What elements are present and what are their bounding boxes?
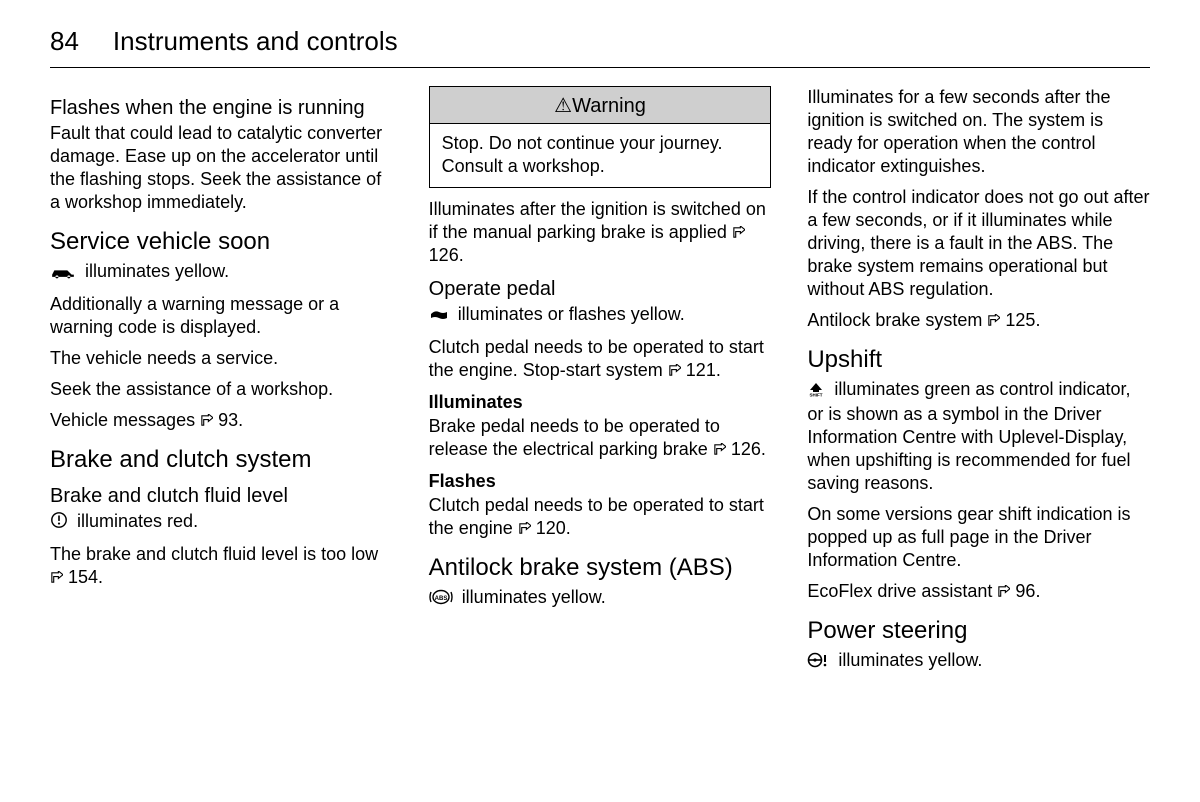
para-brake-icon: illuminates red. — [50, 510, 393, 535]
para-flashes-engine: Fault that could lead to catalytic conve… — [50, 122, 393, 214]
warning-body: Stop. Do not continue your journey. Cons… — [430, 124, 771, 187]
column-1: Flashes when the engine is running Fault… — [50, 86, 393, 682]
text: Vehicle messages — [50, 410, 200, 430]
para-abs-3: Antilock brake system 125. — [807, 309, 1150, 332]
text: illuminates yellow. — [85, 261, 229, 281]
warning-title: Warning — [572, 95, 646, 117]
xref-arrow-icon — [713, 439, 726, 462]
heading-illuminates: Illuminates — [429, 392, 772, 413]
text: illuminates red. — [77, 511, 198, 531]
xref-arrow-icon — [518, 518, 531, 541]
para-upshift-2: EcoFlex drive assistant 96. — [807, 580, 1150, 603]
page-number: 84 — [50, 26, 79, 57]
heading-flashes: Flashes — [429, 471, 772, 492]
column-2: ⚠Warning Stop. Do not continue your jour… — [429, 86, 772, 682]
para-after-warning: Illuminates after the ignition is switch… — [429, 198, 772, 267]
para-illuminates: Brake pedal needs to be operated to rele… — [429, 415, 772, 461]
heading-brake-fluid: Brake and clutch fluid level — [50, 484, 393, 508]
steering-icon — [807, 651, 829, 674]
text: 121. — [681, 360, 721, 380]
para-service-4: Vehicle messages 93. — [50, 409, 393, 432]
para-flashes: Clutch pedal needs to be operated to sta… — [429, 494, 772, 540]
content-columns: Flashes when the engine is running Fault… — [50, 86, 1150, 682]
warning-triangle-icon: ⚠ — [554, 95, 572, 117]
heading-service-vehicle: Service vehicle soon — [50, 228, 393, 256]
para-service-1: Additionally a warning message or a warn… — [50, 293, 393, 339]
para-abs-icon: illuminates yellow. — [429, 586, 772, 611]
xref-arrow-icon — [997, 581, 1010, 604]
xref-arrow-icon — [200, 410, 213, 433]
brake-fluid-icon — [50, 511, 68, 535]
text: 126. — [429, 245, 464, 265]
para-service-3: Seek the assistance of a workshop. — [50, 378, 393, 401]
heading-power-steering: Power steering — [807, 617, 1150, 645]
heading-operate-pedal: Operate pedal — [429, 277, 772, 301]
chapter-title: Instruments and controls — [113, 26, 398, 57]
para-power-icon: illuminates yellow. — [807, 649, 1150, 674]
text: illuminates yellow. — [838, 650, 982, 670]
text: 120. — [531, 518, 571, 538]
page-header: 84 Instruments and controls — [50, 26, 1150, 68]
heading-upshift: Upshift — [807, 346, 1150, 374]
xref-arrow-icon — [987, 310, 1000, 333]
text: Clutch pedal needs to be operated to sta… — [429, 495, 764, 538]
para-brake-1: The brake and clutch fluid level is too … — [50, 543, 393, 589]
para-service-icon: illuminates yellow. — [50, 260, 393, 285]
text: illuminates green as control indicator, … — [807, 379, 1130, 493]
text: Brake pedal needs to be operated to rele… — [429, 416, 720, 459]
warning-box: ⚠Warning Stop. Do not continue your jour… — [429, 86, 772, 188]
para-abs-1: Illuminates for a few seconds after the … — [807, 86, 1150, 178]
pedal-icon — [429, 305, 449, 328]
para-upshift-icon: illuminates green as control indicator, … — [807, 378, 1150, 495]
text: 154. — [63, 567, 103, 587]
para-operate-icon: illuminates or flashes yellow. — [429, 303, 772, 328]
heading-flashes-engine: Flashes when the engine is running — [50, 96, 393, 120]
xref-arrow-icon — [668, 360, 681, 383]
text: 93. — [213, 410, 243, 430]
xref-arrow-icon — [50, 567, 63, 590]
text: 125. — [1000, 310, 1040, 330]
column-3: Illuminates for a few seconds after the … — [807, 86, 1150, 682]
abs-icon — [429, 588, 453, 611]
text: Illuminates after the ignition is switch… — [429, 199, 766, 242]
text: 96. — [1010, 581, 1040, 601]
para-operate-1: Clutch pedal needs to be operated to sta… — [429, 336, 772, 382]
heading-brake-clutch: Brake and clutch system — [50, 446, 393, 474]
text: The brake and clutch fluid level is too … — [50, 544, 378, 564]
upshift-icon — [807, 380, 825, 403]
para-upshift-1: On some versions gear shift indication i… — [807, 503, 1150, 572]
para-abs-2: If the control indicator does not go out… — [807, 186, 1150, 301]
text: EcoFlex drive assistant — [807, 581, 997, 601]
heading-abs: Antilock brake system (ABS) — [429, 554, 772, 582]
text: illuminates or flashes yellow. — [458, 304, 685, 324]
text: Antilock brake system — [807, 310, 987, 330]
text: illuminates yellow. — [462, 587, 606, 607]
text: 126. — [726, 439, 766, 459]
para-service-2: The vehicle needs a service. — [50, 347, 393, 370]
car-icon — [50, 262, 76, 285]
warning-header: ⚠Warning — [430, 87, 771, 124]
xref-arrow-icon — [732, 222, 745, 245]
